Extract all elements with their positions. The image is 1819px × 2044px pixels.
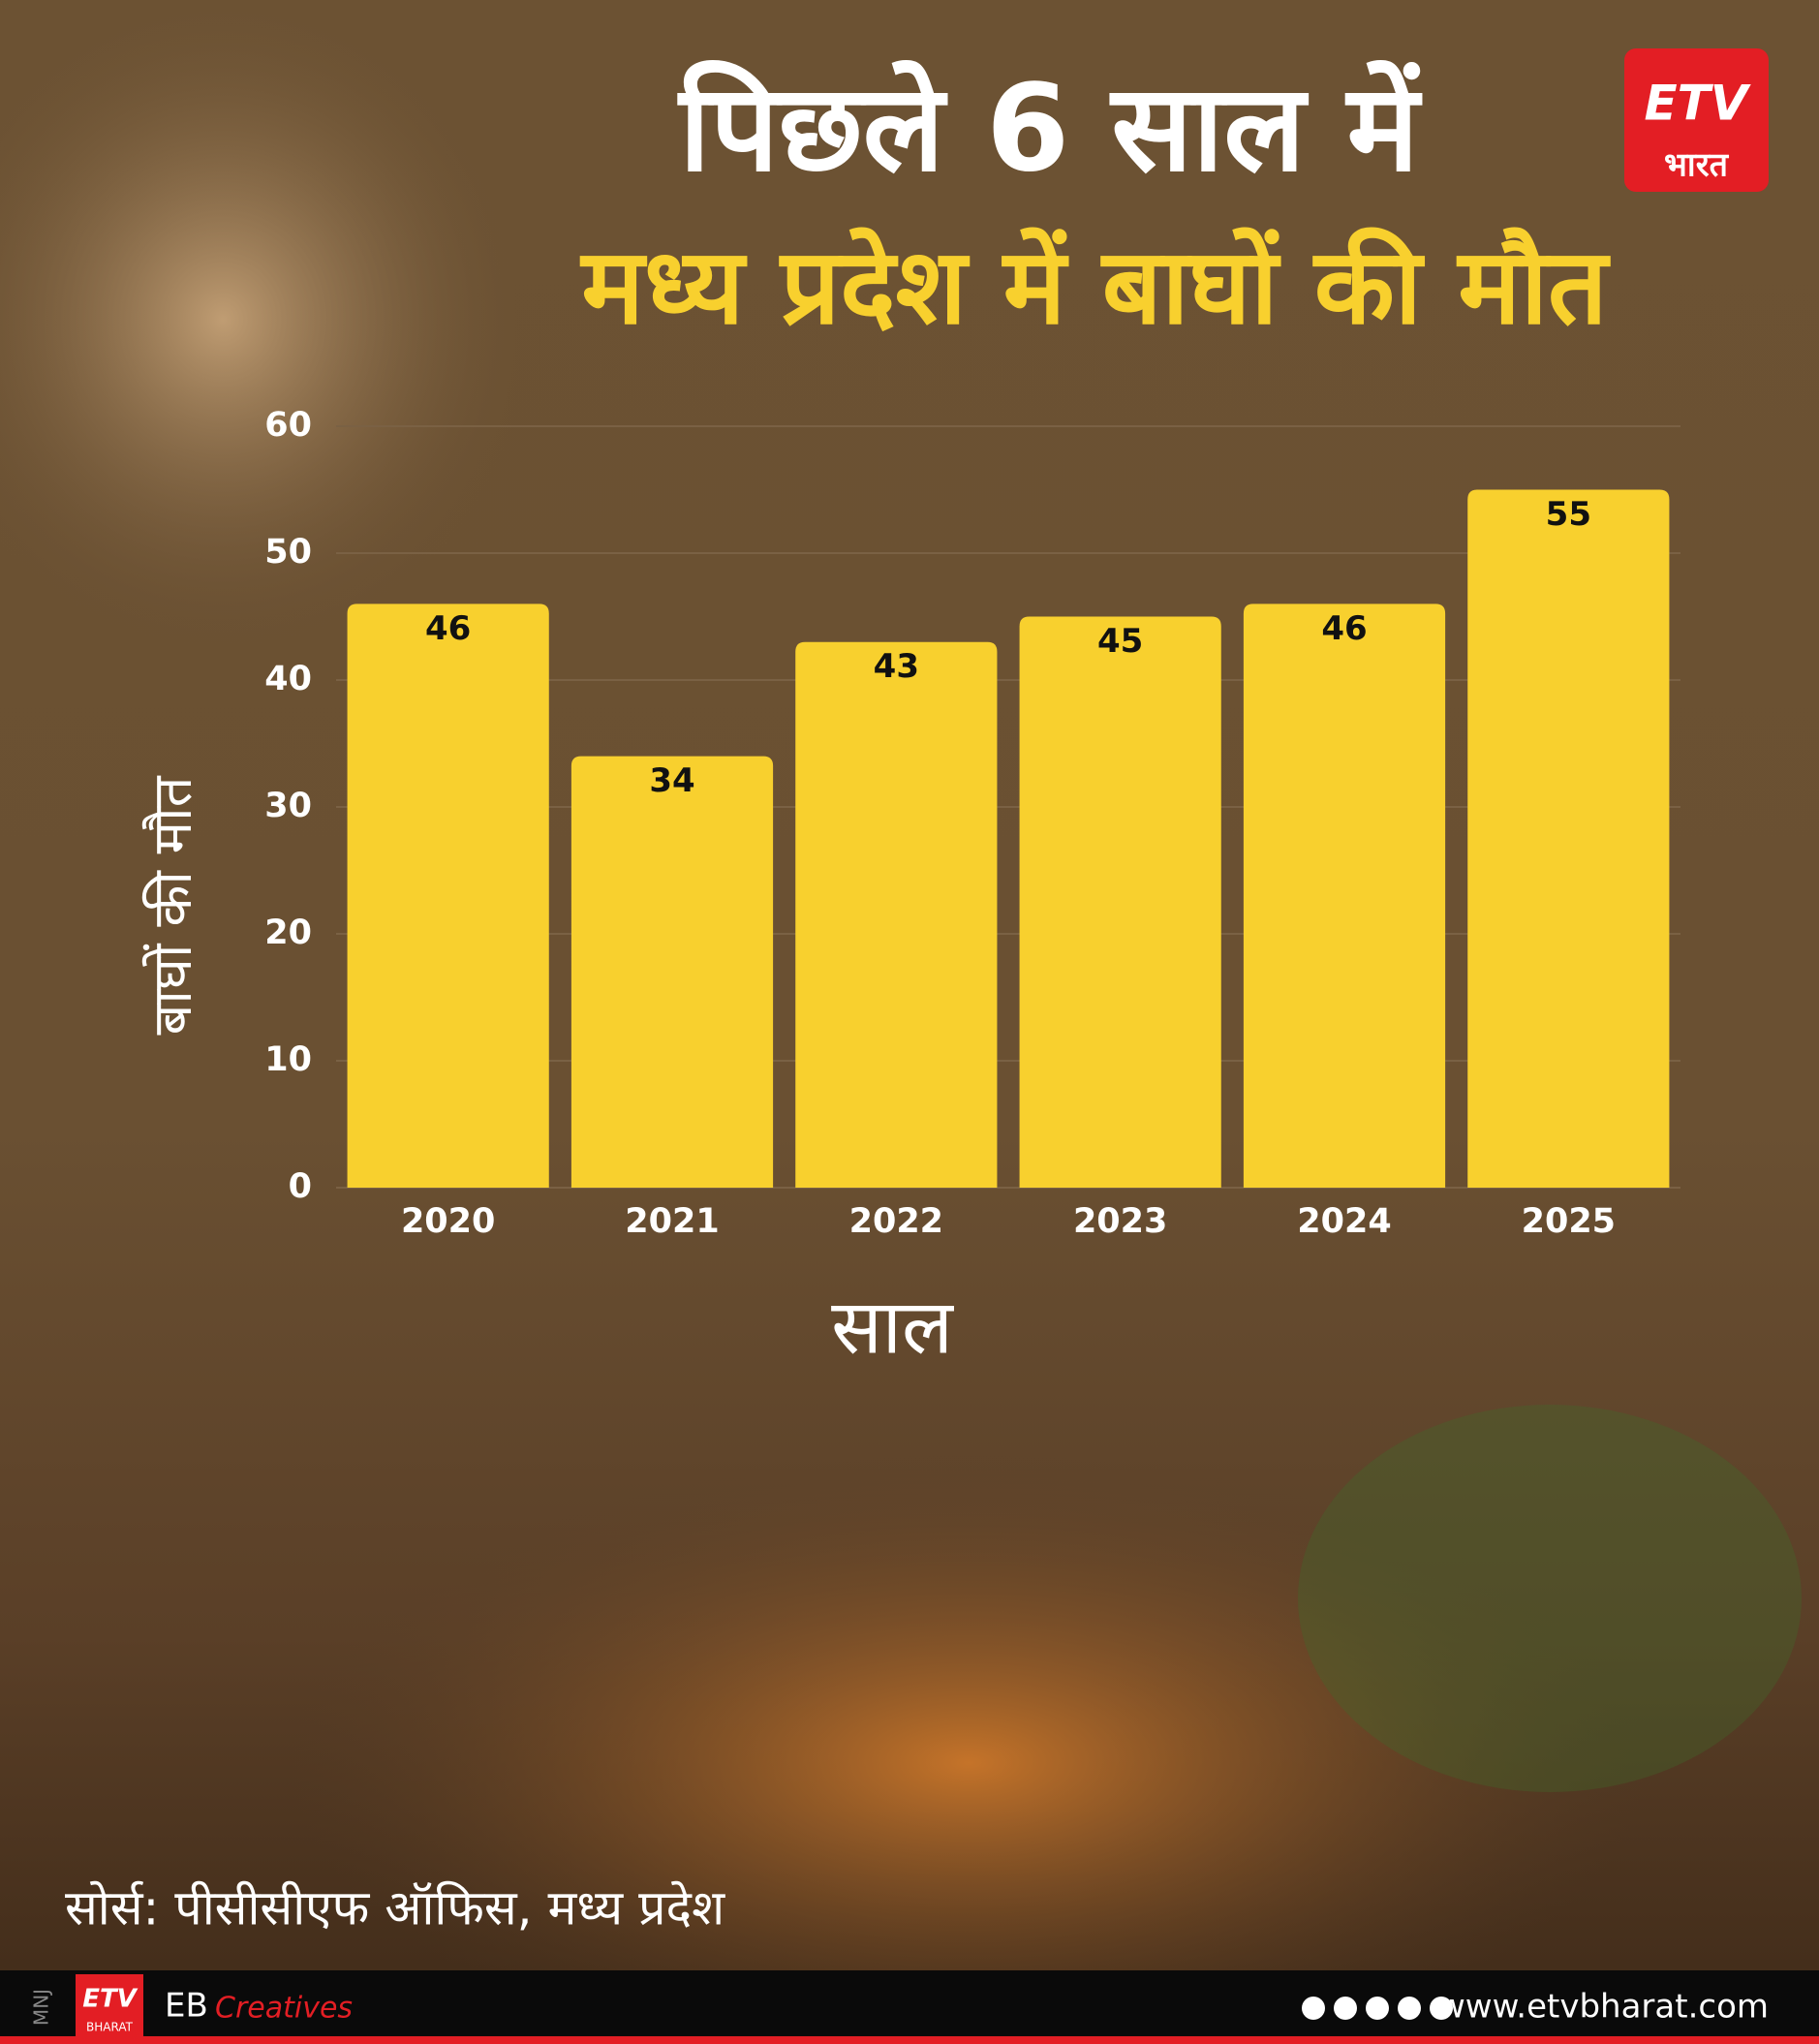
y-tick-label: 10 <box>264 1040 312 1079</box>
footer-logo-subtitle: BHARAT <box>86 2021 134 2034</box>
bar <box>1243 604 1446 1188</box>
y-tick-label: 20 <box>264 914 312 952</box>
social-icon[interactable] <box>1366 1997 1389 2020</box>
tiger-photo <box>0 0 533 649</box>
social-icons <box>1302 1997 1453 2020</box>
footer-brand: EB <box>165 1987 208 2026</box>
x-axis-title: साल <box>831 1284 954 1371</box>
value-label: 46 <box>425 609 471 648</box>
plant <box>1298 1405 1802 1792</box>
footer-bar <box>0 1970 1819 2044</box>
footer-brand-script: Creatives <box>215 1992 353 2026</box>
x-tick-label: 2021 <box>625 1202 719 1241</box>
tigers-photo <box>291 1453 1647 2044</box>
subtitle: मध्य प्रदेश में बाघों की मौत <box>579 227 1611 348</box>
y-axis-title: बाघों की मौत <box>141 775 204 1035</box>
y-tick-label: 60 <box>264 406 312 445</box>
footer-logo-box <box>76 1974 143 2036</box>
x-tick-label: 2025 <box>1522 1202 1616 1241</box>
logo-subtitle: भारत <box>1664 146 1730 185</box>
y-tick-label: 0 <box>289 1167 312 1206</box>
logo-name: ETV <box>1645 76 1751 132</box>
x-tick-label: 2023 <box>1073 1202 1167 1241</box>
logo-box <box>1624 48 1769 192</box>
social-icon[interactable] <box>1398 1997 1421 2020</box>
value-label: 46 <box>1321 609 1367 648</box>
bar <box>1467 489 1670 1188</box>
footer-code: MNJ <box>30 1989 53 2026</box>
footer-stripe <box>0 2036 1819 2044</box>
social-icon[interactable] <box>1430 1997 1453 2020</box>
y-tick-label: 40 <box>264 660 312 698</box>
bar <box>795 641 998 1188</box>
bar <box>347 604 549 1188</box>
value-label: 55 <box>1546 495 1591 534</box>
x-tick-label: 2020 <box>401 1202 495 1241</box>
x-tick-label: 2022 <box>849 1202 943 1241</box>
value-label: 43 <box>874 647 919 686</box>
social-icon[interactable] <box>1302 1997 1325 2020</box>
y-tick-label: 50 <box>264 533 312 572</box>
source: सोर्स: पीसीसीएफ ऑफिस, मध्य प्रदेश <box>65 1880 725 1936</box>
value-label: 34 <box>649 761 694 800</box>
social-icon[interactable] <box>1334 1997 1357 2020</box>
website[interactable]: www.etvbharat.com <box>1438 1988 1769 2027</box>
y-tick-label: 30 <box>264 787 312 825</box>
bar <box>1019 616 1221 1188</box>
x-tick-label: 2024 <box>1297 1202 1391 1241</box>
value-label: 45 <box>1097 622 1143 661</box>
bar <box>570 756 774 1188</box>
footer-logo-name: ETV <box>82 1985 138 2014</box>
title: पिछले 6 साल में <box>677 59 1422 199</box>
